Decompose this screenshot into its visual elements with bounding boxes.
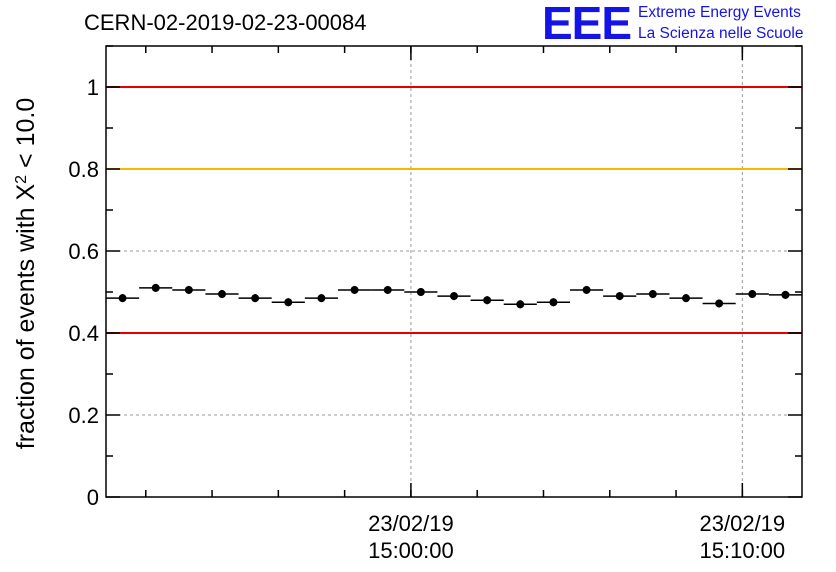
data-point-marker [748,290,757,299]
data-point-marker [450,292,458,301]
y-tick-label: 0.6 [68,239,99,264]
data-point [702,299,736,308]
y-tick-label: 0.8 [68,157,99,182]
data-point [139,283,173,292]
data-point-marker [516,300,525,309]
eee-logo: EEE Extreme Energy Events La Scienza nel… [542,0,832,49]
data-point [536,298,570,307]
data-point-marker [383,285,392,294]
data-point-marker [615,292,624,301]
x-tick-time: 15:10:00 [700,538,786,563]
data-point-marker [582,285,591,294]
data-point-marker [251,294,260,303]
data-point-marker [549,298,558,307]
axis-ticks: 00.20.40.60.8123/02/1915:00:0023/02/1915… [68,45,802,563]
data-point-marker [648,290,657,299]
logo-subtitle-line1: Extreme Energy Events [638,4,801,21]
data-point [768,290,802,299]
data-point [470,296,504,305]
data-point-marker [715,299,724,308]
y-axis-label: fraction of events with X2 < 10.0 [12,98,40,449]
data-point-marker [284,298,293,307]
data-point [205,290,239,299]
data-point [172,285,206,294]
reference-lines [106,86,802,334]
data-point [503,300,537,309]
data-point [271,298,305,307]
data-point [371,285,405,294]
logo-subtitle-line2: La Scienza nelle Scuole [638,25,804,42]
data-series [106,283,802,309]
eee-logo-mark: EEE [542,0,632,49]
data-point-marker [350,285,359,294]
data-point [238,294,272,303]
x-tick-date: 23/02/19 [368,511,454,536]
y-tick-label: 0 [87,485,99,510]
y-tick-label: 0.4 [68,321,99,346]
x-tick-date: 23/02/19 [700,511,786,536]
data-point [437,292,471,301]
grid-layer [106,46,802,497]
data-point-marker [151,283,160,292]
data-point [338,285,372,294]
data-point [603,292,637,301]
run-title: CERN-02-2019-02-23-00084 [84,10,367,35]
x-tick-time: 15:00:00 [368,538,454,563]
data-point [735,290,769,299]
data-point-marker [483,296,492,305]
data-point-marker [317,294,326,303]
data-point-marker [416,288,425,296]
y-tick-label: 1 [87,75,99,100]
data-point [304,294,338,303]
data-point [570,285,604,294]
data-point-marker [218,290,226,299]
data-point [636,290,670,299]
data-point [106,294,140,303]
data-point [669,294,703,303]
data-point-marker [184,285,193,294]
y-tick-label: 0.2 [68,403,99,428]
data-point-marker [682,294,690,303]
data-point [404,288,438,296]
data-point-marker [781,290,790,299]
plot-frame [105,45,803,498]
data-point-marker [118,294,127,303]
